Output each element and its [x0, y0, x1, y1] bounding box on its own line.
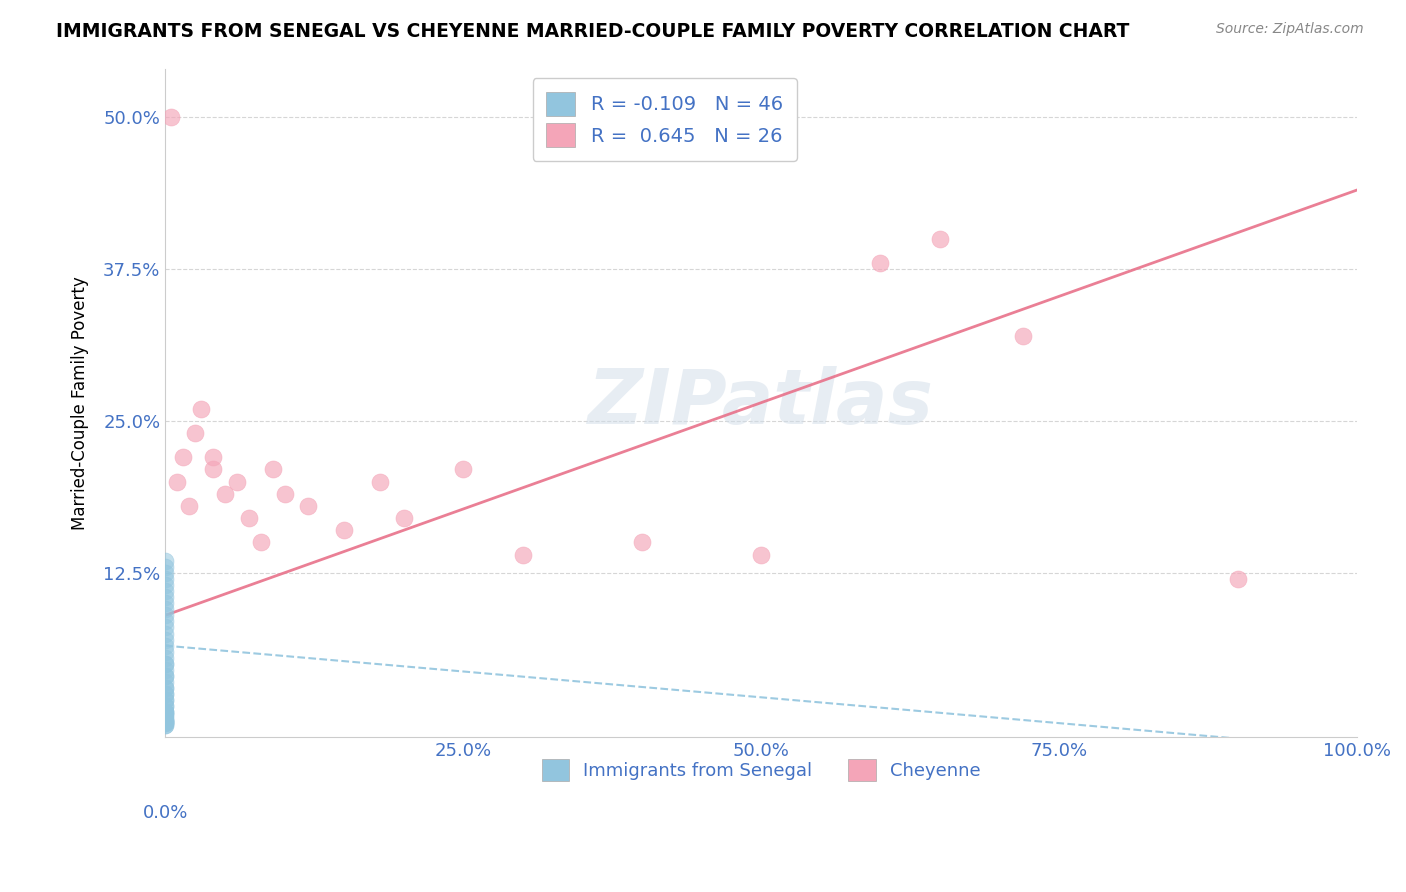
Point	[166, 475, 188, 489]
Point	[869, 256, 891, 270]
Point	[512, 548, 534, 562]
Point	[155, 620, 177, 634]
Point	[155, 559, 177, 574]
Point	[273, 487, 295, 501]
Point	[238, 511, 260, 525]
Point	[155, 590, 177, 604]
Point	[155, 716, 177, 731]
Point	[155, 714, 177, 728]
Point	[155, 615, 177, 629]
Point	[155, 639, 177, 653]
Point	[172, 450, 194, 465]
Point	[155, 596, 177, 610]
Point	[179, 499, 201, 513]
Point	[155, 712, 177, 726]
Point	[155, 687, 177, 701]
Point	[155, 578, 177, 592]
Text: IMMIGRANTS FROM SENEGAL VS CHEYENNE MARRIED-COUPLE FAMILY POVERTY CORRELATION CH: IMMIGRANTS FROM SENEGAL VS CHEYENNE MARR…	[56, 22, 1129, 41]
Point	[155, 706, 177, 720]
Point	[155, 716, 177, 731]
Point	[929, 232, 952, 246]
Point	[202, 462, 225, 476]
Point	[155, 645, 177, 659]
Point	[155, 608, 177, 623]
Point	[155, 699, 177, 714]
Point	[262, 462, 284, 476]
Point	[155, 715, 177, 730]
Point	[202, 450, 225, 465]
Point	[368, 475, 391, 489]
Point	[155, 626, 177, 640]
Point	[160, 110, 183, 124]
Point	[451, 462, 474, 476]
Text: ZIPatlas: ZIPatlas	[588, 366, 934, 440]
Point	[225, 475, 247, 489]
Point	[155, 584, 177, 599]
Point	[155, 693, 177, 707]
Point	[155, 602, 177, 616]
Y-axis label: Married-Couple Family Poverty: Married-Couple Family Poverty	[72, 276, 89, 530]
Legend: Immigrants from Senegal, Cheyenne: Immigrants from Senegal, Cheyenne	[534, 751, 988, 788]
Text: 0.0%: 0.0%	[142, 804, 188, 822]
Point	[392, 511, 415, 525]
Point	[155, 657, 177, 671]
Point	[155, 707, 177, 722]
Point	[155, 553, 177, 567]
Point	[155, 669, 177, 683]
Point	[190, 401, 212, 416]
Point	[1226, 572, 1249, 586]
Point	[155, 715, 177, 730]
Point	[155, 566, 177, 580]
Point	[155, 681, 177, 696]
Point	[297, 499, 319, 513]
Point	[155, 650, 177, 665]
Point	[155, 687, 177, 701]
Point	[155, 712, 177, 726]
Point	[155, 707, 177, 722]
Point	[184, 425, 207, 440]
Point	[155, 693, 177, 707]
Point	[1012, 328, 1035, 343]
Point	[155, 632, 177, 647]
Point	[155, 669, 177, 683]
Point	[155, 717, 177, 731]
Point	[155, 706, 177, 720]
Point	[214, 487, 236, 501]
Point	[249, 535, 271, 549]
Point	[333, 523, 356, 537]
Point	[155, 706, 177, 720]
Point	[155, 657, 177, 671]
Point	[155, 663, 177, 677]
Text: Source: ZipAtlas.com: Source: ZipAtlas.com	[1216, 22, 1364, 37]
Point	[155, 675, 177, 690]
Point	[631, 535, 654, 549]
Point	[155, 717, 177, 731]
Point	[155, 681, 177, 696]
Point	[155, 714, 177, 728]
Point	[155, 699, 177, 714]
Point	[155, 572, 177, 586]
Point	[749, 548, 772, 562]
